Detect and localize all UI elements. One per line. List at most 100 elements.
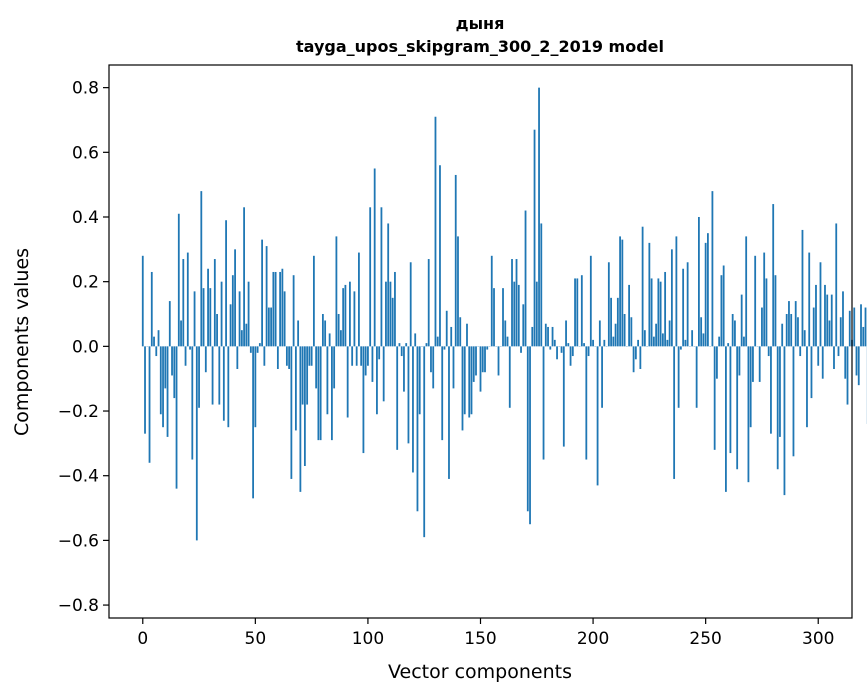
bar-236 bbox=[673, 346, 676, 479]
bar-50 bbox=[254, 346, 257, 428]
bar-82 bbox=[326, 346, 329, 415]
bar-305 bbox=[828, 320, 831, 347]
bar-192 bbox=[574, 278, 576, 347]
bar-5 bbox=[153, 336, 155, 347]
bar-221 bbox=[639, 346, 642, 369]
bar-203 bbox=[598, 320, 601, 347]
bar-19 bbox=[184, 346, 187, 366]
bar-285 bbox=[783, 346, 786, 496]
bar-87 bbox=[337, 314, 340, 347]
bar-211 bbox=[616, 297, 619, 347]
bar-45 bbox=[243, 207, 245, 347]
bar-97 bbox=[360, 346, 363, 366]
bar-250 bbox=[704, 242, 707, 347]
bar-216 bbox=[628, 284, 630, 347]
bar-0 bbox=[141, 255, 144, 347]
bar-16 bbox=[177, 213, 180, 347]
bar-150 bbox=[479, 346, 482, 392]
bar-254 bbox=[713, 346, 716, 450]
bar-240 bbox=[682, 268, 685, 347]
bar-110 bbox=[389, 281, 392, 347]
y-axis-label: Components values bbox=[11, 248, 33, 436]
bar-269 bbox=[747, 346, 750, 483]
bar-228 bbox=[655, 323, 658, 347]
bar-90 bbox=[344, 284, 347, 347]
bar-176 bbox=[538, 87, 540, 347]
bar-208 bbox=[610, 297, 612, 347]
bar-66 bbox=[290, 346, 293, 479]
bar-39 bbox=[229, 304, 232, 347]
bar-261 bbox=[729, 346, 732, 454]
bar-244 bbox=[691, 330, 694, 347]
bar-310 bbox=[839, 317, 842, 347]
bar-13 bbox=[171, 346, 173, 376]
bar-205 bbox=[603, 339, 606, 347]
bar-188 bbox=[565, 320, 567, 347]
bar-307 bbox=[833, 346, 835, 369]
bar-263 bbox=[734, 320, 736, 347]
bar-26 bbox=[200, 191, 203, 347]
bar-4 bbox=[150, 271, 153, 347]
bar-36 bbox=[222, 346, 225, 421]
y-axis-ticks: −0.8 −0.6 −0.4 −0.2 0.0 0.2 0.4 0.6 0.8 bbox=[58, 79, 109, 616]
y-tick-label: −0.2 bbox=[58, 402, 99, 422]
bar-253 bbox=[711, 191, 714, 347]
bar-128 bbox=[430, 346, 432, 373]
bar-317 bbox=[855, 346, 858, 376]
bar-223 bbox=[643, 330, 646, 347]
bar-292 bbox=[799, 346, 802, 357]
bar-280 bbox=[772, 204, 775, 347]
bar-123 bbox=[418, 346, 421, 415]
bar-122 bbox=[416, 346, 419, 512]
bar-302 bbox=[821, 346, 824, 379]
chart-title-line2: tayga_upos_skipgram_300_2_2019 model bbox=[296, 37, 664, 56]
bar-183 bbox=[553, 339, 556, 347]
bar-116 bbox=[403, 346, 405, 392]
bar-165 bbox=[513, 281, 516, 347]
bar-242 bbox=[686, 262, 689, 347]
bar-76 bbox=[312, 255, 315, 347]
bar-255 bbox=[716, 346, 718, 379]
bar-217 bbox=[630, 317, 633, 347]
bar-102 bbox=[371, 346, 374, 382]
bar-239 bbox=[679, 346, 682, 350]
bar-145 bbox=[468, 346, 471, 418]
bar-135 bbox=[445, 310, 448, 347]
bar-257 bbox=[720, 275, 723, 347]
bar-258 bbox=[722, 265, 725, 347]
bar-191 bbox=[571, 346, 574, 357]
bar-32 bbox=[213, 259, 216, 347]
bar-126 bbox=[425, 343, 428, 347]
bar-38 bbox=[227, 346, 230, 428]
bar-53 bbox=[261, 239, 263, 347]
bar-289 bbox=[792, 346, 795, 457]
bar-207 bbox=[607, 262, 610, 347]
bar-226 bbox=[650, 278, 653, 347]
bar-300 bbox=[817, 346, 820, 366]
bar-156 bbox=[493, 288, 495, 347]
bar-264 bbox=[736, 346, 739, 470]
bar-48 bbox=[249, 346, 252, 353]
bar-103 bbox=[373, 168, 376, 347]
bar-88 bbox=[340, 330, 342, 347]
bar-11 bbox=[166, 346, 169, 437]
bar-105 bbox=[378, 346, 381, 360]
bar-303 bbox=[824, 284, 826, 347]
bar-70 bbox=[299, 346, 302, 492]
bar-219 bbox=[634, 346, 637, 360]
bar-17 bbox=[180, 320, 182, 347]
bar-91 bbox=[346, 346, 349, 418]
bar-160 bbox=[502, 288, 504, 347]
bar-272 bbox=[754, 255, 757, 347]
bar-86 bbox=[335, 236, 338, 347]
bar-186 bbox=[560, 346, 563, 353]
bar-222 bbox=[641, 226, 644, 347]
bar-235 bbox=[670, 249, 673, 347]
bar-98 bbox=[362, 346, 365, 454]
bar-312 bbox=[844, 346, 847, 379]
bar-69 bbox=[297, 320, 300, 347]
bar-187 bbox=[562, 346, 565, 447]
bar-195 bbox=[580, 275, 583, 347]
bar-119 bbox=[409, 262, 412, 347]
